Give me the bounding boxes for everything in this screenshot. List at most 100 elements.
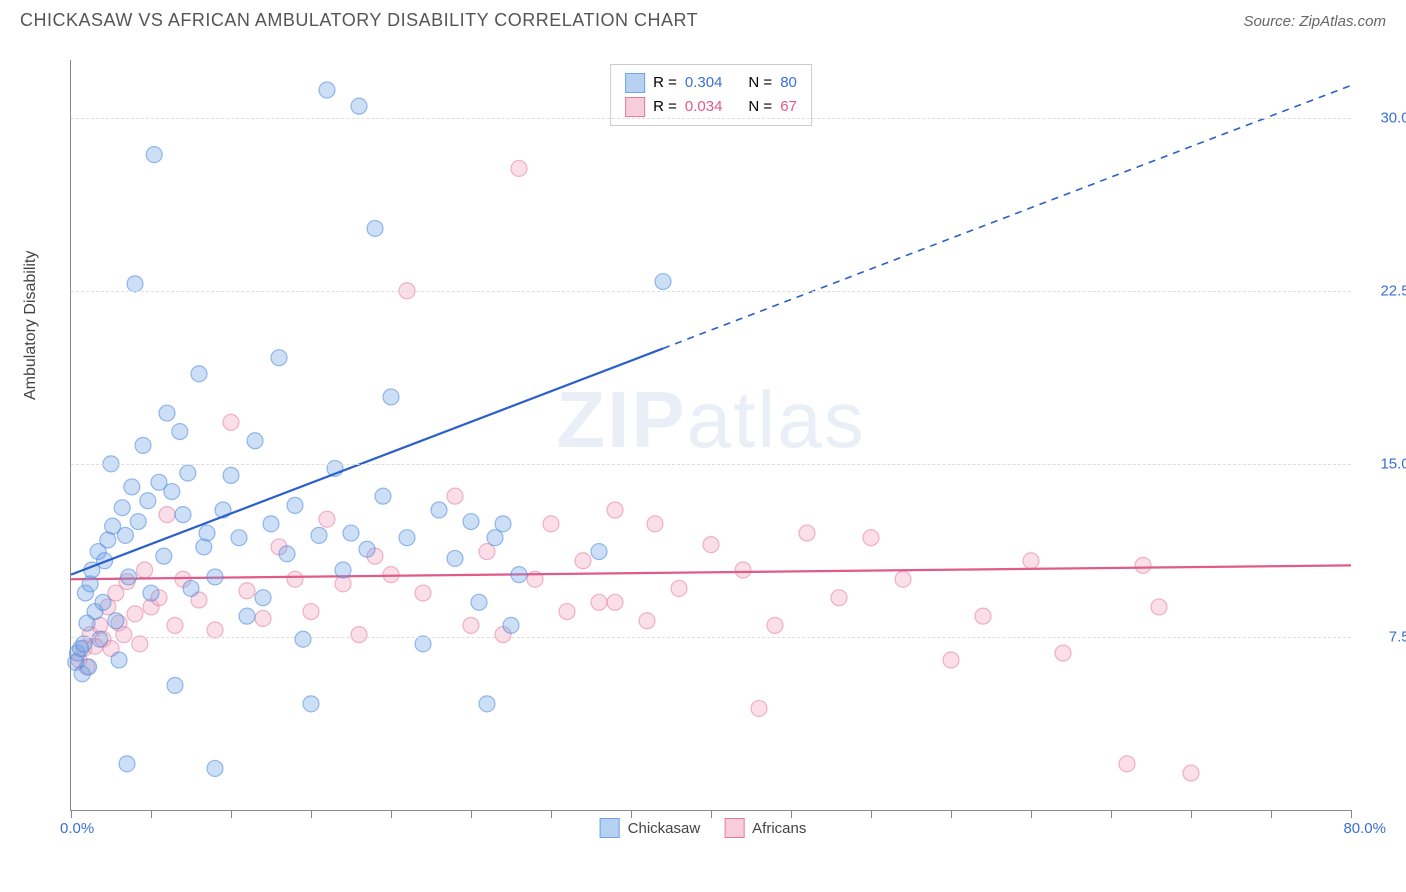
chickasaw-point [127, 276, 143, 292]
chickasaw-point [92, 631, 108, 647]
africans-point [511, 160, 527, 176]
chickasaw-point [247, 433, 263, 449]
chickasaw-point [207, 569, 223, 585]
chickasaw-point [191, 366, 207, 382]
x-tick [1191, 810, 1192, 818]
africans-point [735, 562, 751, 578]
x-tick [311, 810, 312, 818]
africans-point [751, 700, 767, 716]
chickasaw-point [383, 389, 399, 405]
chickasaw-point [135, 437, 151, 453]
africans-point [1119, 756, 1135, 772]
chickasaw-point [343, 525, 359, 541]
y-axis-label: Ambulatory Disability [22, 251, 40, 400]
chickasaw-point [375, 488, 391, 504]
chickasaw-point [415, 636, 431, 652]
grid-line [71, 118, 1351, 119]
chickasaw-point [447, 550, 463, 566]
chickasaw-point [231, 530, 247, 546]
africans-point [447, 488, 463, 504]
legend-swatch [724, 818, 744, 838]
chickasaw-point [367, 220, 383, 236]
africans-point [703, 537, 719, 553]
chickasaw-point [471, 594, 487, 610]
series-legend: ChickasawAfricans [600, 818, 807, 838]
chickasaw-point [146, 147, 162, 163]
grid-line [71, 464, 1351, 465]
africans-point [767, 617, 783, 633]
chart-title: CHICKASAW VS AFRICAN AMBULATORY DISABILI… [20, 10, 698, 31]
chickasaw-point [303, 696, 319, 712]
chickasaw-point [76, 636, 92, 652]
chickasaw-point [199, 525, 215, 541]
x-tick [551, 810, 552, 818]
legend-label: Africans [752, 820, 806, 837]
chickasaw-point [255, 590, 271, 606]
chickasaw-point [183, 580, 199, 596]
chickasaw-point [495, 516, 511, 532]
chickasaw-point [180, 465, 196, 481]
africans-point [255, 610, 271, 626]
x-tick [871, 810, 872, 818]
chickasaw-point [503, 617, 519, 633]
africans-point [975, 608, 991, 624]
chickasaw-point [431, 502, 447, 518]
africans-point [1055, 645, 1071, 661]
x-tick [951, 810, 952, 818]
grid-line [71, 637, 1351, 638]
chickasaw-point [207, 760, 223, 776]
chickasaw-point [117, 527, 133, 543]
chickasaw-point [399, 530, 415, 546]
africans-point [543, 516, 559, 532]
africans-point [591, 594, 607, 610]
x-tick [231, 810, 232, 818]
x-origin-label: 0.0% [60, 820, 94, 837]
chickasaw-point [156, 548, 172, 564]
africans-point [287, 571, 303, 587]
chickasaw-point [114, 500, 130, 516]
x-tick [1351, 810, 1352, 818]
x-tick [151, 810, 152, 818]
chickasaw-point [359, 541, 375, 557]
africans-point [863, 530, 879, 546]
africans-point [159, 507, 175, 523]
africans-point [239, 583, 255, 599]
x-tick [1271, 810, 1272, 818]
africans-point [575, 553, 591, 569]
chickasaw-point [263, 516, 279, 532]
legend-swatch [600, 818, 620, 838]
africans-point [223, 414, 239, 430]
plot-area: ZIPatlas R =0.304N =80R =0.034N =67 7.5%… [70, 60, 1351, 811]
source-label: Source: ZipAtlas.com [1243, 13, 1386, 30]
africans-point [137, 562, 153, 578]
africans-point [639, 613, 655, 629]
chickasaw-point [655, 274, 671, 290]
chickasaw-point [511, 567, 527, 583]
chickasaw-point [140, 493, 156, 509]
africans-point [1135, 557, 1151, 573]
chickasaw-point [119, 756, 135, 772]
africans-point [303, 604, 319, 620]
chickasaw-point [121, 569, 137, 585]
chickasaw-trend-line-dashed [663, 85, 1351, 348]
chickasaw-point [143, 585, 159, 601]
chickasaw-point [295, 631, 311, 647]
chickasaw-point [164, 484, 180, 500]
grid-line [71, 291, 1351, 292]
x-tick [391, 810, 392, 818]
chickasaw-point [271, 350, 287, 366]
chickasaw-point [479, 696, 495, 712]
scatter-svg [71, 60, 1351, 810]
africans-point [1183, 765, 1199, 781]
chickasaw-point [111, 652, 127, 668]
africans-trend-line [71, 565, 1351, 579]
chickasaw-point [130, 514, 146, 530]
y-tick-label: 30.0% [1380, 109, 1406, 126]
chickasaw-point [175, 507, 191, 523]
chickasaw-point [311, 527, 327, 543]
legend-item: Africans [724, 818, 806, 838]
chickasaw-point [239, 608, 255, 624]
x-tick [1111, 810, 1112, 818]
africans-point [647, 516, 663, 532]
chickasaw-point [463, 514, 479, 530]
